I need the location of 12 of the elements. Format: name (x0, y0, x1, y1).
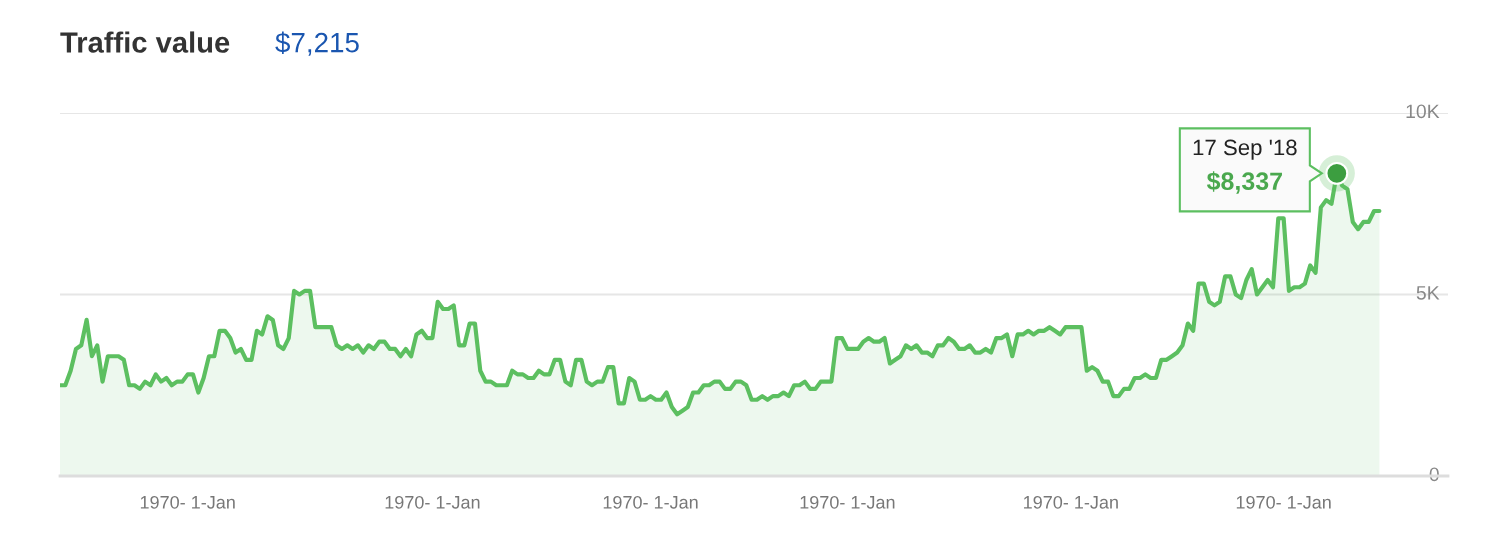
x-tick-label: 1970- 1-Jan (603, 495, 698, 509)
x-tick-label: 1970- 1-Jan (1024, 495, 1118, 509)
chart-title: Traffic value (60, 31, 230, 53)
chart-subtitle: $7,215 (275, 31, 359, 56)
annotation: 17 Sep '18 (1193, 139, 1297, 160)
y-tick-label: 5K (1416, 286, 1440, 300)
annotation: $8,337 (1206, 171, 1282, 194)
y-tick-label: 10K (1406, 104, 1440, 119)
x-tick-label: 1970- 1-Jan (800, 495, 895, 509)
x-tick-label: 1970- 1-Jan (385, 495, 480, 509)
x-tick-label: 1970- 1-Jan (1236, 495, 1331, 509)
x-tick-label: 1970- 1-Jan (140, 495, 235, 509)
